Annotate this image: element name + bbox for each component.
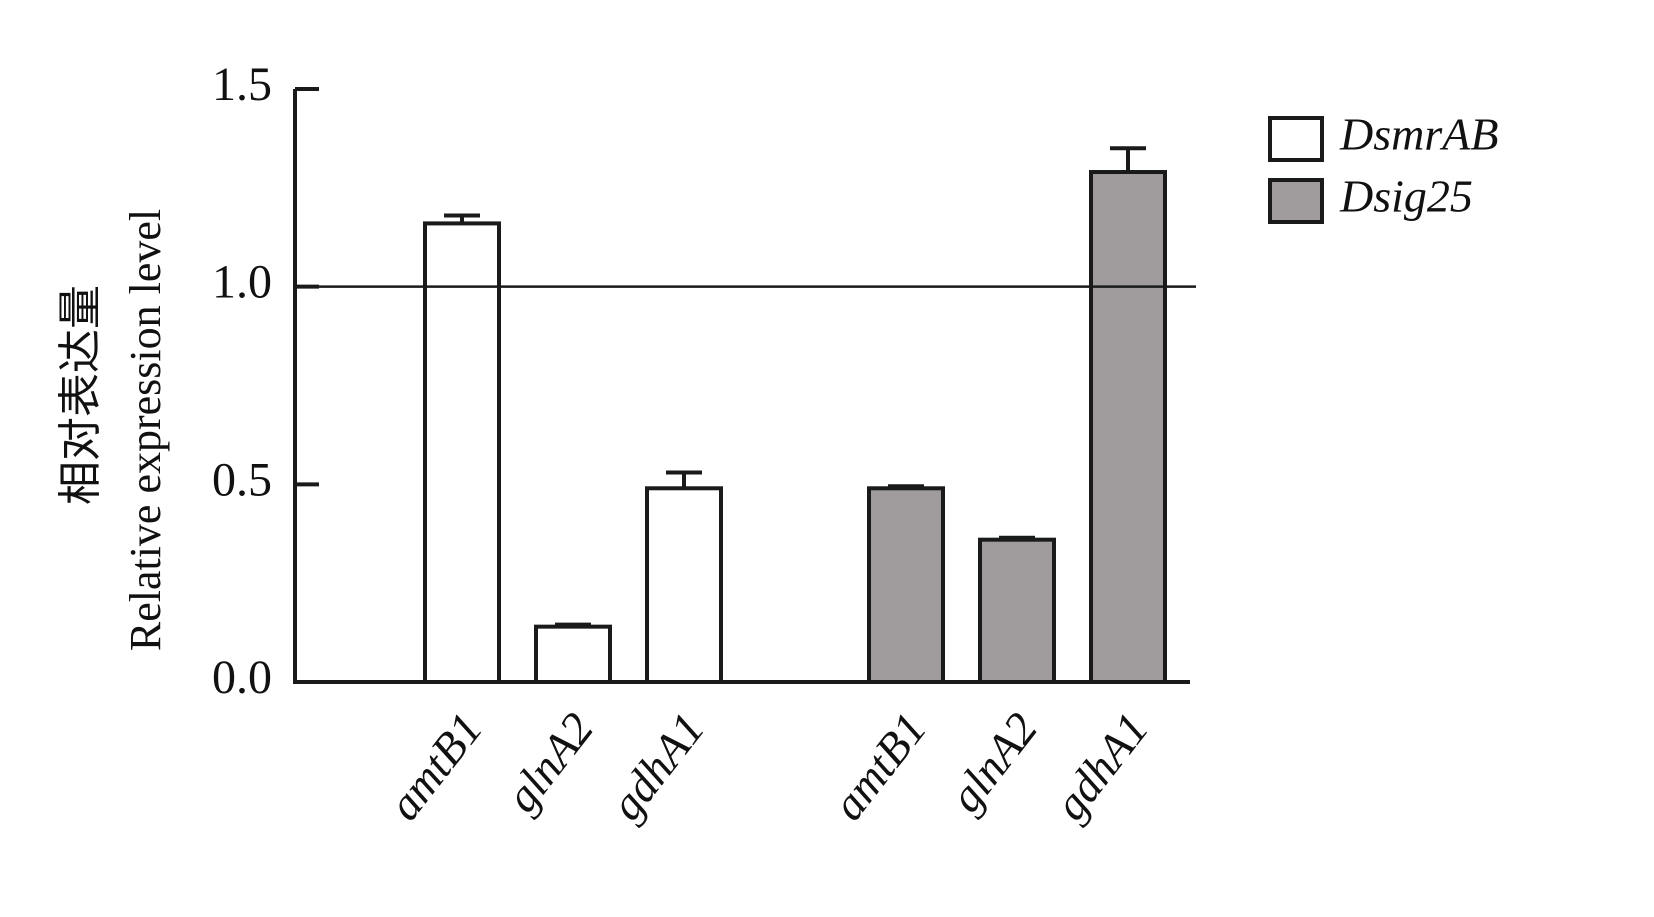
bar (645, 486, 723, 684)
x-tick-label: amtB1 (822, 703, 936, 829)
x-tick-label: gdhA1 (1044, 703, 1158, 829)
y-tick-label: 0.0 (212, 651, 272, 704)
y-tick-label: 1.5 (212, 58, 272, 111)
y-axis-label: Relative expression level (121, 209, 170, 651)
bar (534, 624, 612, 684)
x-tick-label: gdhA1 (600, 703, 714, 829)
legend-label: Dsig25 (1339, 171, 1473, 222)
y-tick-label: 0.5 (212, 453, 272, 506)
legend-label: DsmrAB (1339, 109, 1498, 160)
bar (1089, 170, 1167, 685)
legend-swatch (1268, 178, 1324, 224)
bar (423, 221, 501, 684)
y-axis-label: 相对表达量 (56, 285, 105, 505)
bar (867, 486, 945, 684)
x-tick-label: amtB1 (378, 703, 492, 829)
x-tick-label: glnA2 (939, 703, 1047, 821)
y-tick-label: 1.0 (212, 256, 272, 309)
bar (978, 537, 1056, 684)
x-tick-label: glnA2 (495, 703, 603, 821)
legend-swatch (1268, 116, 1324, 162)
